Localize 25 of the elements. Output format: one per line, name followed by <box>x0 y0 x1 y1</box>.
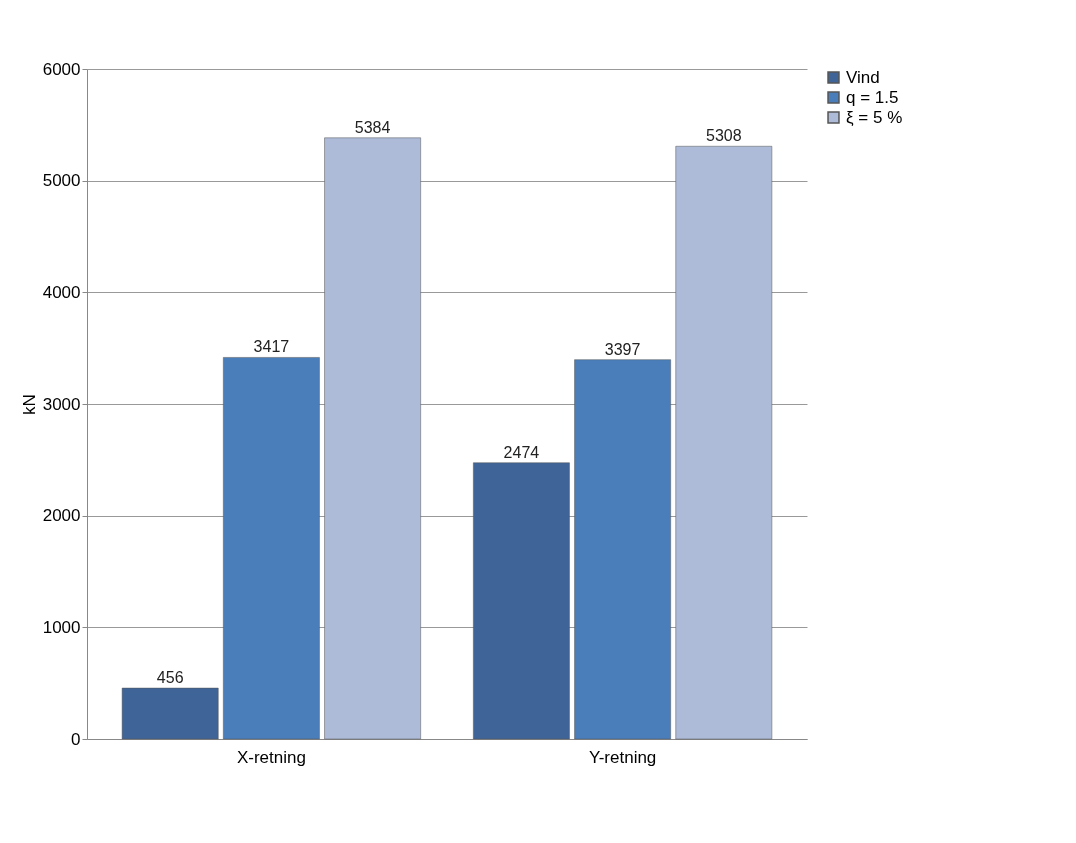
data-label: 3417 <box>253 338 290 356</box>
data-label: 5384 <box>354 118 391 136</box>
y-tick-label: 4000 <box>42 282 81 302</box>
y-tick-label: 2000 <box>42 506 81 526</box>
y-tick-label: 3000 <box>42 394 81 414</box>
legend-label: Vind <box>846 67 880 87</box>
y-tick-label: 1000 <box>42 617 81 637</box>
y-tick-label: 0 <box>71 729 81 749</box>
data-label: 3397 <box>604 340 641 358</box>
data-label: 2474 <box>503 443 540 461</box>
data-label: 5308 <box>706 127 742 145</box>
data-label: 456 <box>156 669 184 687</box>
y-tick-label: 5000 <box>42 171 81 191</box>
y-tick-label: 6000 <box>42 59 81 79</box>
bar <box>223 357 320 740</box>
legend-label: ξ = 5 % <box>846 107 903 127</box>
bar <box>121 687 219 740</box>
bar <box>473 462 570 740</box>
x-tick-label: Y-retning <box>588 747 657 767</box>
bar <box>324 137 421 740</box>
bar <box>574 359 671 740</box>
legend-label: q = 1.5 <box>846 87 899 107</box>
x-tick-label: X-retning <box>236 747 306 767</box>
y-axis-title: kN <box>19 394 39 415</box>
bar <box>675 146 773 740</box>
